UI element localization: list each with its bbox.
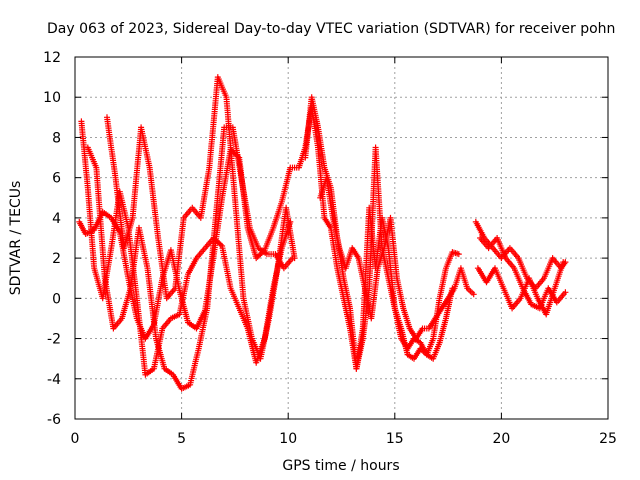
- x-tick-label: 20: [492, 431, 510, 447]
- y-tick-label: -4: [47, 372, 61, 388]
- y-tick-label: 4: [52, 211, 61, 227]
- series-trace-4: [104, 74, 298, 362]
- x-tick-label: 10: [279, 431, 297, 447]
- y-tick-label: 12: [43, 50, 61, 66]
- x-axis-label: GPS time / hours: [282, 458, 399, 474]
- marker-trail: [84, 124, 296, 392]
- series-trace-3: [84, 124, 296, 392]
- y-tick-label: 0: [52, 291, 61, 307]
- y-tick-label: 6: [52, 171, 61, 187]
- marker-trail: [477, 235, 569, 312]
- x-tick-label: 25: [599, 431, 617, 447]
- marker-trail: [289, 104, 462, 372]
- y-tick-label: -6: [47, 412, 61, 428]
- series-trace-5: [289, 104, 462, 372]
- series-trace-1: [76, 146, 294, 342]
- x-tick-label: 0: [71, 431, 80, 447]
- marker-trail: [76, 146, 294, 342]
- y-tick-label: 2: [52, 251, 61, 267]
- marker-trail: [472, 218, 569, 292]
- plot-frame: [74, 56, 609, 420]
- x-tick-label: 5: [177, 431, 186, 447]
- axis-ticks: 0 5 10 15 20 25 -6 -4 -2 0 2 4 6 8 10 12: [43, 50, 617, 447]
- series-trace-10: [477, 235, 569, 312]
- y-axis-label: SDTVAR / TECUs: [8, 181, 24, 296]
- marker-trail: [317, 174, 477, 342]
- series-trace-7: [317, 174, 477, 342]
- y-tick-label: -2: [47, 332, 61, 348]
- marker-trail: [104, 74, 298, 362]
- series-trace-8: [472, 218, 569, 292]
- data-points: [76, 74, 569, 392]
- chart-title: Day 063 of 2023, Sidereal Day-to-day VTE…: [47, 21, 615, 37]
- y-tick-label: 10: [43, 90, 61, 106]
- x-tick-label: 15: [386, 431, 404, 447]
- y-tick-label: 8: [52, 130, 61, 146]
